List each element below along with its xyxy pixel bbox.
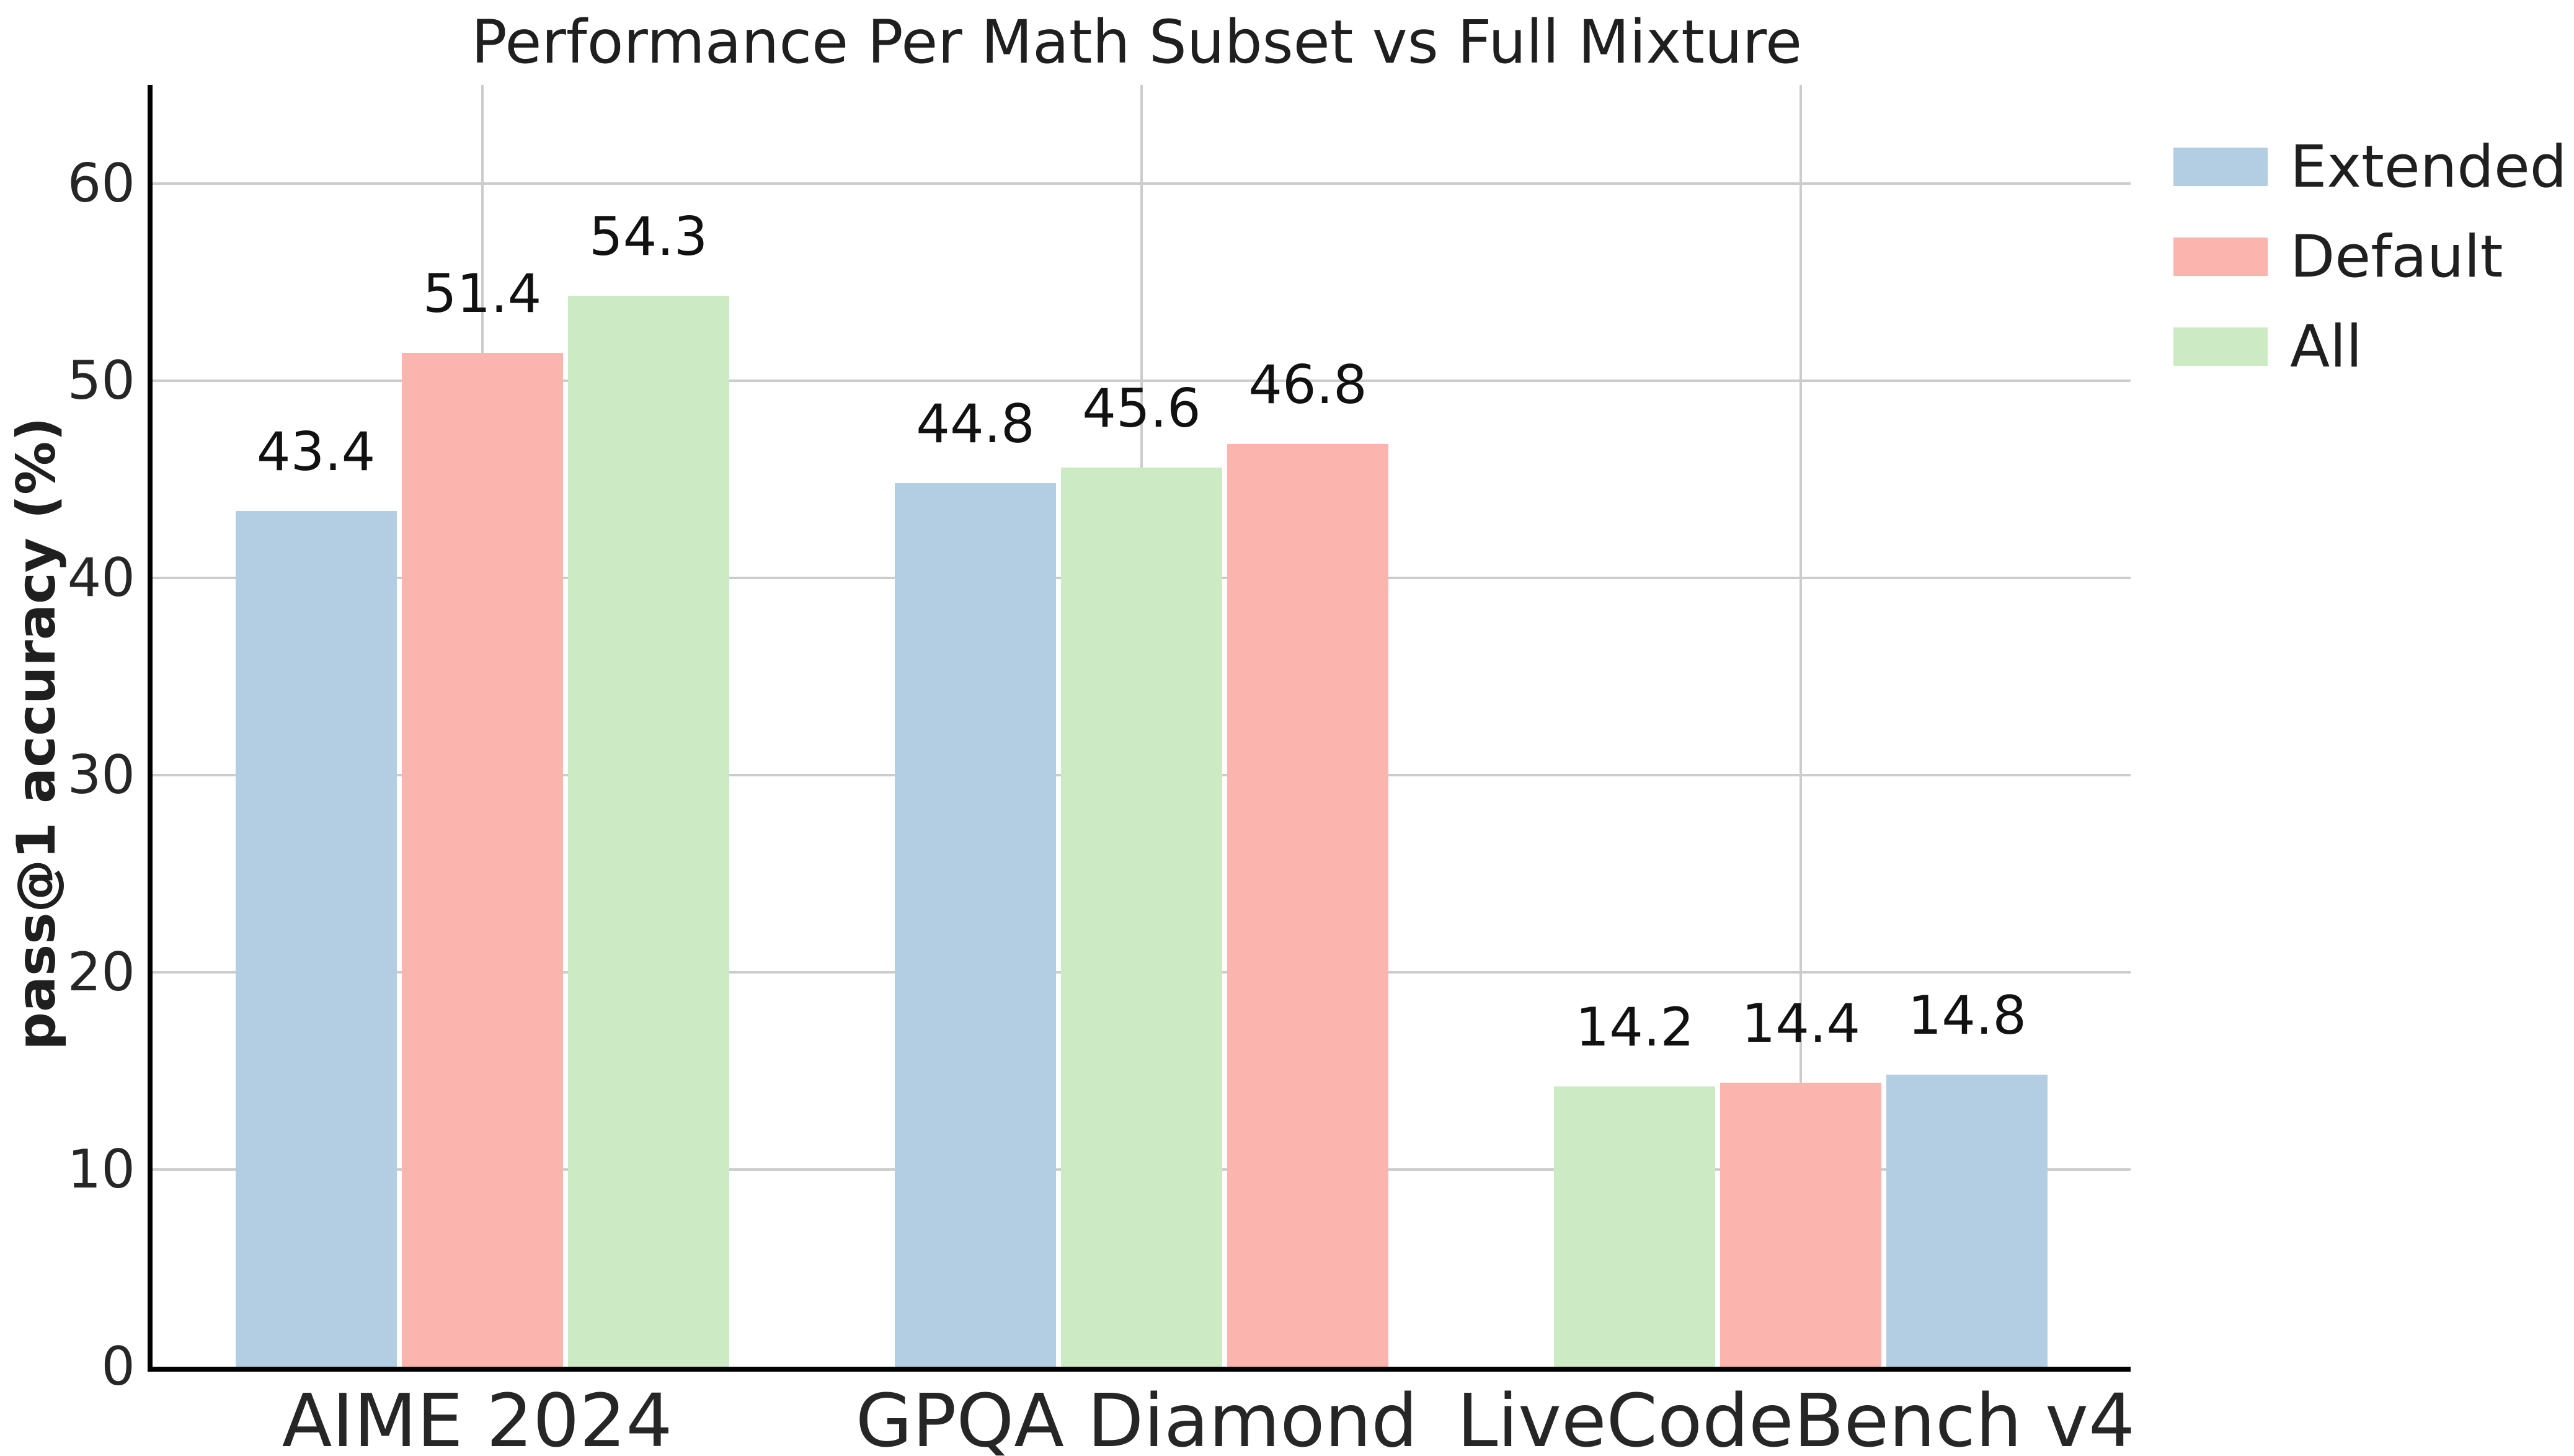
bar-default-aime-2024	[401, 353, 563, 1367]
bar-value-label: 14.8	[1907, 985, 2027, 1047]
bar-value-label: 14.2	[1575, 997, 1695, 1059]
y-tick-label: 10	[67, 1139, 135, 1201]
bar-extended-livecodebench-v4	[1886, 1075, 2048, 1367]
bar-extended-gpqa-diamond	[895, 483, 1056, 1367]
bar-value-label: 51.4	[422, 263, 542, 326]
y-tick-label: 60	[67, 153, 135, 215]
y-tick-label: 50	[67, 350, 135, 412]
y-tick-label: 0	[101, 1336, 135, 1398]
x-tick-label-gpqa-diamond: GPQA Diamond	[855, 1378, 1418, 1456]
bar-value-label: 43.4	[256, 420, 376, 483]
bar-all-aime-2024	[567, 296, 729, 1367]
y-tick-label: 20	[67, 941, 135, 1003]
bar-value-label: 44.8	[916, 393, 1035, 456]
bar-value-label: 54.3	[588, 206, 708, 269]
bar-value-label: 14.4	[1741, 993, 1861, 1055]
legend-label: Default	[2290, 223, 2503, 291]
chart-title: Performance Per Math Subset vs Full Mixt…	[471, 7, 1803, 77]
bar-value-label: 45.6	[1082, 377, 1201, 440]
bar-default-gpqa-diamond	[1227, 443, 1388, 1367]
y-tick-label: 30	[67, 744, 135, 806]
bar-all-livecodebench-v4	[1554, 1086, 1716, 1367]
legend-swatch-extended	[2173, 148, 2268, 186]
bar-extended-aime-2024	[235, 510, 397, 1367]
legend-label: Extended	[2290, 133, 2567, 201]
gridline-vertical	[1800, 85, 1803, 1367]
legend-swatch-default	[2173, 237, 2268, 276]
x-tick-label-livecodebench-v4: LiveCodeBench v4	[1457, 1378, 2136, 1456]
plot-area: 43.4 51.4 54.3 44.8 45.6 46.8 14.2 14.4 14.8	[148, 85, 2131, 1372]
legend-label: All	[2290, 313, 2363, 381]
legend-swatch-all	[2173, 327, 2268, 366]
y-tick-label: 40	[67, 547, 135, 609]
bar-default-livecodebench-v4	[1720, 1083, 1882, 1367]
bar-all-gpqa-diamond	[1061, 467, 1222, 1367]
x-tick-label-aime-2024: AIME 2024	[282, 1378, 673, 1456]
bar-value-label: 46.8	[1248, 353, 1367, 416]
